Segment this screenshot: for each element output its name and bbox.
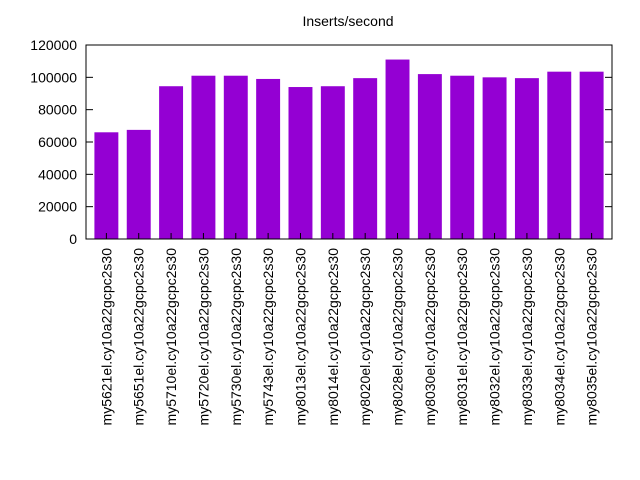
bar: [353, 78, 378, 240]
bar: [514, 78, 539, 240]
x-tick-label: my8031el.cy10a22gcpc2s30: [454, 248, 470, 426]
bar: [385, 59, 410, 239]
x-tick-label: my8035el.cy10a22gcpc2s30: [584, 248, 600, 426]
x-tick-label: my5743el.cy10a22gcpc2s30: [260, 248, 276, 426]
x-tick-label: my8034el.cy10a22gcpc2s30: [551, 248, 567, 426]
x-tick-label: my5710el.cy10a22gcpc2s30: [163, 248, 179, 426]
x-axis-ticks: my5621el.cy10a22gcpc2s30 my5651el.cy10a22…: [98, 233, 600, 426]
bar: [417, 74, 442, 239]
bar: [159, 86, 184, 239]
bar: [482, 77, 507, 239]
chart-title: Inserts/second: [302, 13, 393, 29]
x-tick-label: my8013el.cy10a22gcpc2s30: [292, 248, 308, 426]
y-tick-label: 20000: [38, 199, 77, 215]
x-tick-label: my8020el.cy10a22gcpc2s30: [357, 248, 373, 426]
bars: [94, 59, 604, 240]
bar: [126, 129, 151, 239]
bar: [94, 132, 119, 239]
y-tick-label: 120000: [30, 37, 77, 53]
x-tick-label: my5621el.cy10a22gcpc2s30: [98, 248, 114, 426]
x-tick-label: my8033el.cy10a22gcpc2s30: [519, 248, 535, 426]
x-tick-label: my5651el.cy10a22gcpc2s30: [131, 248, 147, 426]
bar: [320, 86, 345, 239]
bar: [450, 75, 475, 239]
bar: [288, 87, 313, 240]
y-tick-label: 100000: [30, 69, 77, 85]
x-tick-label: my8030el.cy10a22gcpc2s30: [422, 248, 438, 426]
bar: [223, 75, 248, 239]
x-tick-label: my8014el.cy10a22gcpc2s30: [325, 248, 341, 426]
x-tick-label: my5730el.cy10a22gcpc2s30: [228, 248, 244, 426]
x-tick-label: my5720el.cy10a22gcpc2s30: [195, 248, 211, 426]
bar: [191, 75, 216, 239]
bar: [547, 71, 572, 239]
y-tick-label: 0: [69, 231, 77, 247]
y-tick-label: 40000: [38, 166, 77, 182]
x-tick-label: my8028el.cy10a22gcpc2s30: [390, 248, 406, 426]
x-tick-label: my8032el.cy10a22gcpc2s30: [487, 248, 503, 426]
bar: [579, 71, 604, 239]
y-axis-ticks: 0 20000 40000 60000 80000 100000 120000: [30, 37, 612, 247]
y-tick-label: 80000: [38, 102, 77, 118]
bar: [256, 78, 281, 239]
plot-frame: [85, 44, 613, 240]
y-tick-label: 60000: [38, 134, 77, 150]
